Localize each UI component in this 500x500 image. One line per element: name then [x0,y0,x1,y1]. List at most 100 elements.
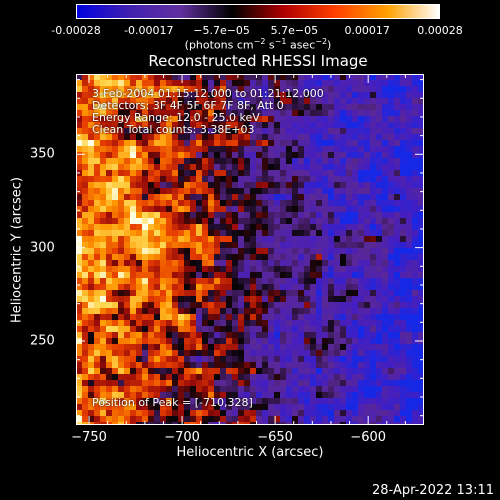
heatmap-cell [76,284,83,291]
heatmap-cell [292,188,299,195]
heatmap-cell [160,212,167,219]
heatmap-cell [130,140,137,147]
heatmap-cell [280,158,287,165]
heatmap-cell [130,404,137,411]
heatmap-cell [166,398,173,405]
heatmap-cell [124,182,131,189]
heatmap-cell [394,296,401,303]
heatmap-cell [370,98,377,105]
heatmap-cell [382,224,389,231]
heatmap-cell [310,74,317,81]
heatmap-cell [184,152,191,159]
heatmap-cell [184,308,191,315]
heatmap-cell [136,140,143,147]
heatmap-cell [226,416,233,423]
heatmap-cell [118,128,125,135]
heatmap-cell [130,422,137,425]
heatmap-cell [88,164,95,171]
heatmap-cell [376,398,383,405]
heatmap-cell [376,416,383,423]
heatmap-cell [268,416,275,423]
heatmap-cell [346,218,353,225]
heatmap-cell [340,320,347,327]
heatmap-cell [208,308,215,315]
heatmap-cell [256,128,263,135]
heatmap-cell [286,308,293,315]
heatmap-cell [82,254,89,261]
heatmap-cell [106,272,113,279]
heatmap-cell [382,380,389,387]
heatmap-cell [364,356,371,363]
heatmap-cell [286,326,293,333]
heatmap-cell [148,92,155,99]
heatmap-cell [256,362,263,369]
heatmap-cell [316,410,323,417]
heatmap-cell [178,380,185,387]
heatmap-cell [178,170,185,177]
heatmap-cell [118,260,125,267]
heatmap-cell [220,164,227,171]
heatmap-cell [370,128,377,135]
heatmap-cell [358,188,365,195]
heatmap-cell [250,290,257,297]
heatmap-cell [340,398,347,405]
heatmap-cell [250,98,257,105]
heatmap-cell [88,392,95,399]
heatmap-cell [166,404,173,411]
heatmap-cell [88,104,95,111]
heatmap-cell [340,332,347,339]
heatmap-cell [376,122,383,129]
heatmap-cell [220,404,227,411]
heatmap-cell [370,146,377,153]
heatmap-cell [172,188,179,195]
heatmap-cell [142,176,149,183]
heatmap-cell [334,74,341,81]
heatmap-cell [136,206,143,213]
heatmap-cell [370,140,377,147]
heatmap-cell [322,164,329,171]
heatmap-cell [400,278,407,285]
heatmap-cell [292,380,299,387]
heatmap-cell [394,308,401,315]
heatmap-cell [382,230,389,237]
heatmap-cell [250,224,257,231]
heatmap-cell [196,212,203,219]
heatmap-cell [106,284,113,291]
heatmap-cell [130,272,137,279]
heatmap-cell [220,116,227,123]
heatmap-cell [190,362,197,369]
heatmap-cell [388,74,395,81]
heatmap-cell [262,362,269,369]
heatmap-cell [136,404,143,411]
heatmap-cell [142,98,149,105]
heatmap-cell [118,302,125,309]
heatmap-cell [376,206,383,213]
heatmap-cell [196,302,203,309]
heatmap-cell [310,416,317,423]
heatmap-cell [94,92,101,99]
heatmap-cell [178,128,185,135]
heatmap-cell [352,74,359,81]
heatmap-cell [412,392,419,399]
heatmap-cell [250,284,257,291]
heatmap-cell [166,422,173,425]
heatmap-cell [220,338,227,345]
heatmap-cell [346,380,353,387]
heatmap-cell [238,200,245,207]
heatmap-cell [268,122,275,129]
heatmap-cell [340,122,347,129]
heatmap-cell [418,416,424,423]
heatmap-cell [208,350,215,357]
heatmap-cell [316,278,323,285]
heatmap-cell [88,374,95,381]
heatmap-cell [118,296,125,303]
heatmap-cell [406,326,413,333]
heatmap-cell [226,266,233,273]
heatmap-cell [166,128,173,135]
heatmap-cell [148,422,155,425]
heatmap-cell [268,380,275,387]
heatmap-cell [100,188,107,195]
heatmap-cell [190,266,197,273]
heatmap-cell [142,182,149,189]
heatmap-cell [148,188,155,195]
